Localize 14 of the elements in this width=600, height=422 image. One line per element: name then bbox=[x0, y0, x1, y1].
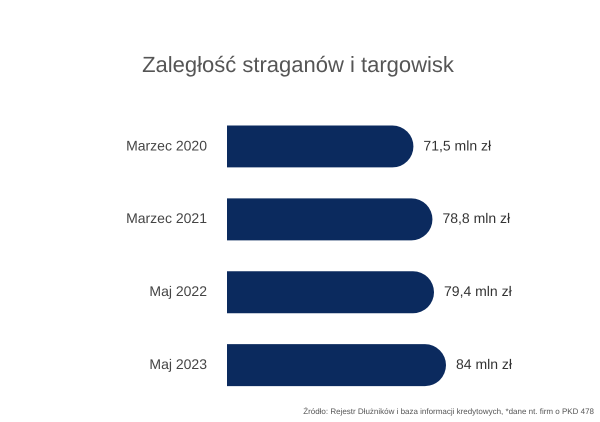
bar bbox=[227, 271, 434, 314]
data-label: 84 mln zł bbox=[456, 356, 513, 372]
y-tick-label: Marzec 2020 bbox=[126, 137, 208, 154]
y-tick-label: Marzec 2021 bbox=[126, 210, 208, 226]
data-label: 79,4 mln zł bbox=[444, 283, 513, 300]
y-tick-label: Maj 2022 bbox=[149, 283, 208, 300]
bar bbox=[227, 198, 432, 240]
y-tick-label: Maj 2023 bbox=[149, 356, 208, 372]
text: Źródło: Rejestr Dłużników i baza informacji kredytowych, *dane nt. firm o PKD 478 bbox=[303, 407, 595, 416]
data-label: 71,5 mln zł bbox=[423, 137, 492, 154]
data-label: 78,8 mln zł bbox=[442, 210, 512, 226]
bar bbox=[227, 125, 414, 168]
chart-title: Zaległość straganów i targowisk bbox=[142, 52, 455, 78]
bar bbox=[227, 344, 446, 386]
